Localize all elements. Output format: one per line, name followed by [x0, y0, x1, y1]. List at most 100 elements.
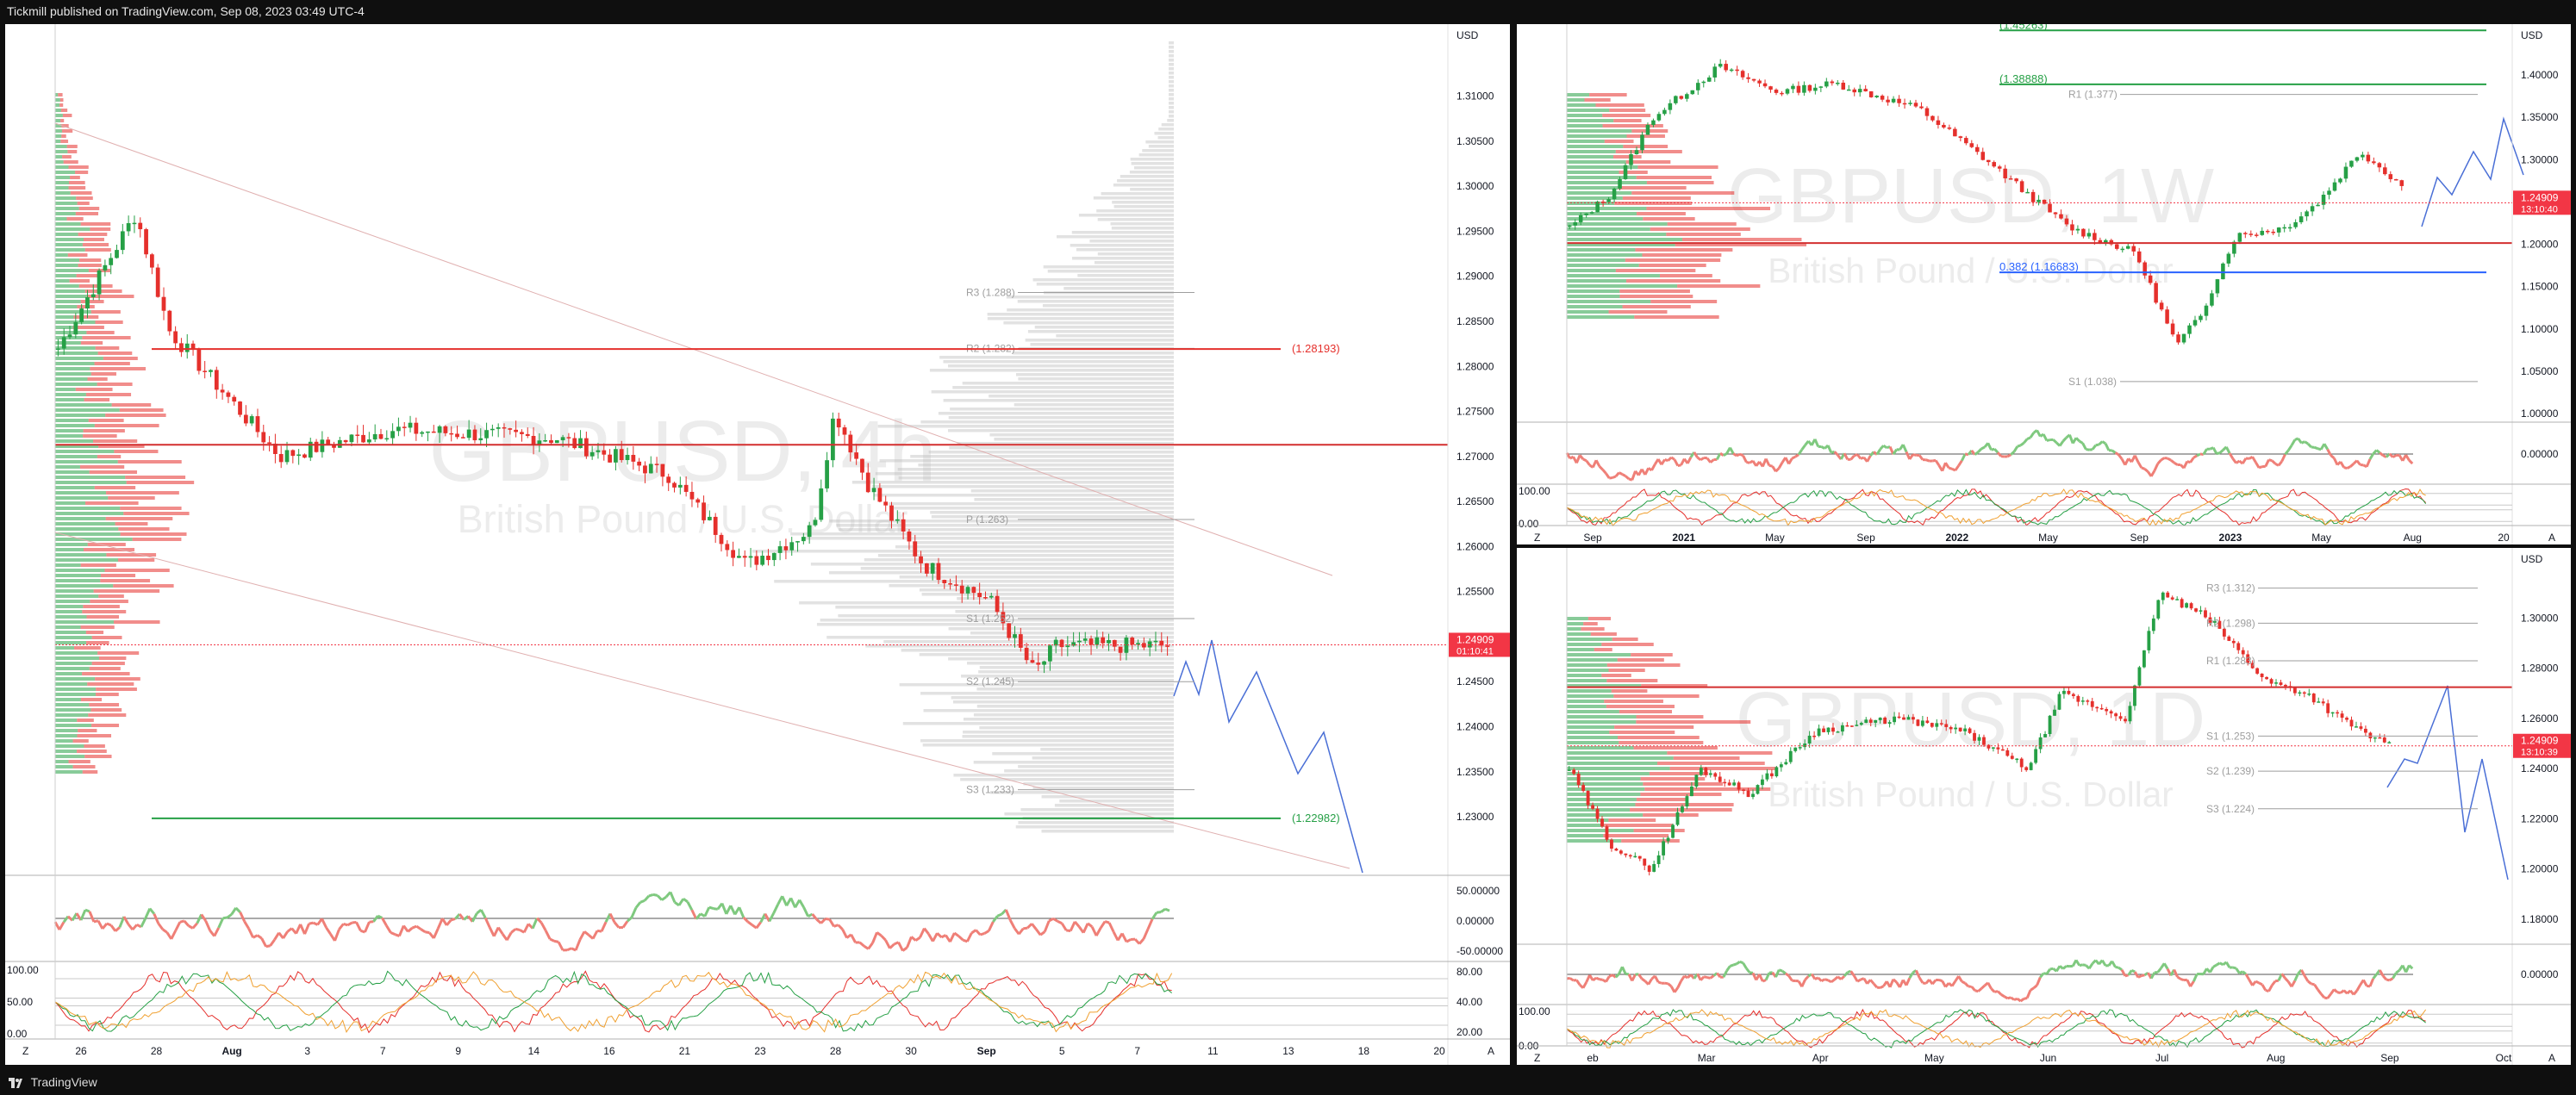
candle-body — [2302, 692, 2306, 694]
oscillator-segment — [2182, 460, 2189, 469]
session-volume-bar — [1112, 201, 1174, 204]
scale-corner-right: A — [2548, 532, 2555, 544]
candle-body — [2154, 283, 2158, 303]
candle-body — [278, 453, 284, 463]
candle-body — [255, 416, 260, 432]
oscillator-segment — [1052, 918, 1058, 923]
session-volume-bar — [989, 433, 1174, 437]
oscillator-segment — [2136, 461, 2143, 469]
oscillator-segment — [1925, 458, 1930, 463]
oscillator-segment — [2355, 459, 2361, 466]
session-volume-bar — [1056, 334, 1174, 338]
oscillator-segment — [1138, 937, 1145, 945]
volume-profile-up-bar — [55, 145, 67, 148]
volume-profile-down-bar — [1609, 109, 1646, 112]
price-axis-label: 1.30000 — [2521, 613, 2559, 625]
volume-profile-up-bar — [55, 403, 112, 407]
volume-profile-up-bar — [55, 181, 69, 184]
oscillator-segment — [1631, 470, 1637, 481]
candle-body — [848, 434, 853, 453]
session-volume-bar — [1148, 145, 1174, 148]
oscillator-segment — [2180, 977, 2185, 982]
price-axis-label: 1.27500 — [1456, 406, 1494, 418]
volume-profile-down-bar — [1606, 705, 1675, 708]
candle-body — [602, 450, 607, 455]
session-volume-bar — [1023, 782, 1174, 786]
candle-body — [437, 426, 442, 433]
volume-profile-down-bar — [1640, 793, 1722, 796]
oscillator-segment — [269, 938, 276, 947]
oscillator-segment — [398, 924, 405, 936]
oscillator-segment — [2156, 458, 2162, 465]
oscillator-segment — [2023, 438, 2029, 445]
candle-body — [2181, 333, 2186, 343]
volume-profile-up-bar — [1567, 694, 1614, 698]
candle-body — [214, 370, 219, 390]
oscillator-segment — [648, 893, 654, 898]
price-axis-label: 1.31000 — [1456, 90, 1494, 103]
scale-corner-right: A — [1488, 1045, 1494, 1057]
oscillator-segment — [815, 918, 822, 924]
session-volume-bar — [820, 619, 1174, 622]
candle-body — [1859, 723, 1863, 725]
chart-panel-1d[interactable]: GBPUSD, 1D British Pound / U.S. Dollar R3 … — [1517, 548, 2571, 1065]
oscillator-segment — [2307, 980, 2312, 986]
volume-profile-down-bar — [1667, 751, 1773, 755]
session-volume-bar — [910, 455, 1174, 458]
session-volume-bar — [921, 593, 1174, 596]
session-volume-bar — [1006, 296, 1174, 299]
candle-body — [79, 308, 84, 322]
session-volume-bar — [1129, 171, 1174, 174]
time-axis-label: Sep — [2380, 1052, 2399, 1064]
oscillator-segment — [1742, 455, 1748, 464]
oscillator-segment — [2082, 963, 2086, 967]
candle-body — [2310, 206, 2315, 212]
candle-body — [2120, 248, 2125, 251]
candle-body — [1958, 727, 1962, 731]
oscillator-segment — [2081, 442, 2087, 451]
session-volume-bar — [1018, 821, 1174, 824]
candle-body — [2024, 767, 2029, 770]
oscillator-segment — [867, 942, 874, 950]
volume-profile-down-bar — [95, 677, 140, 681]
time-axis-label: Mar — [1698, 1052, 1716, 1064]
volume-profile-up-bar — [1567, 772, 1650, 775]
candle-body — [1101, 637, 1106, 644]
projection-path — [1173, 639, 1363, 874]
session-volume-bar — [938, 412, 1174, 415]
candle-body — [907, 531, 912, 542]
scale-corner-right: A — [2548, 1052, 2555, 1064]
oscillator-segment — [1993, 448, 1999, 454]
volume-profile-up-bar — [55, 377, 88, 381]
chart-panel-4h[interactable]: GBPUSD, 4h British Pound / U.S. Dollar R3 … — [5, 24, 1510, 1065]
volume-profile-up-bar — [1567, 658, 1618, 662]
volume-profile-down-bar — [1646, 207, 1771, 210]
oscillator-segment — [1817, 976, 1823, 982]
price-axis-label: 1.28500 — [1456, 315, 1494, 327]
time-axis-label: 2023 — [2219, 532, 2242, 544]
oscillator-segment — [2392, 972, 2398, 980]
volume-profile-down-bar — [1640, 777, 1706, 781]
pivot-level-label: S1 (1.253) — [2206, 730, 2255, 742]
oscillator-segment — [2304, 440, 2309, 445]
candle-body — [1779, 764, 1783, 768]
volume-profile-up-bar — [55, 486, 95, 489]
candle-body — [1893, 716, 1896, 723]
candle-body — [648, 464, 653, 474]
volume-profile-down-bar — [117, 558, 155, 562]
chart-panel-1w[interactable]: GBPUSD, 1W British Pound / U.S. Dollar R1 … — [1517, 24, 2571, 544]
oscillator-segment — [2032, 984, 2038, 990]
oscillator-segment — [1977, 447, 1983, 453]
oscillator-segment — [1605, 472, 1611, 479]
volume-profile-up-bar — [1567, 787, 1645, 791]
time-axis-label: 16 — [603, 1045, 615, 1057]
oscillator-segment — [578, 930, 586, 941]
volume-profile-up-bar — [55, 419, 89, 422]
session-volume-bar — [828, 571, 1174, 575]
volume-profile-up-bar — [55, 300, 81, 303]
oscillator-segment — [970, 929, 977, 935]
oscillator-segment — [1991, 447, 1995, 451]
